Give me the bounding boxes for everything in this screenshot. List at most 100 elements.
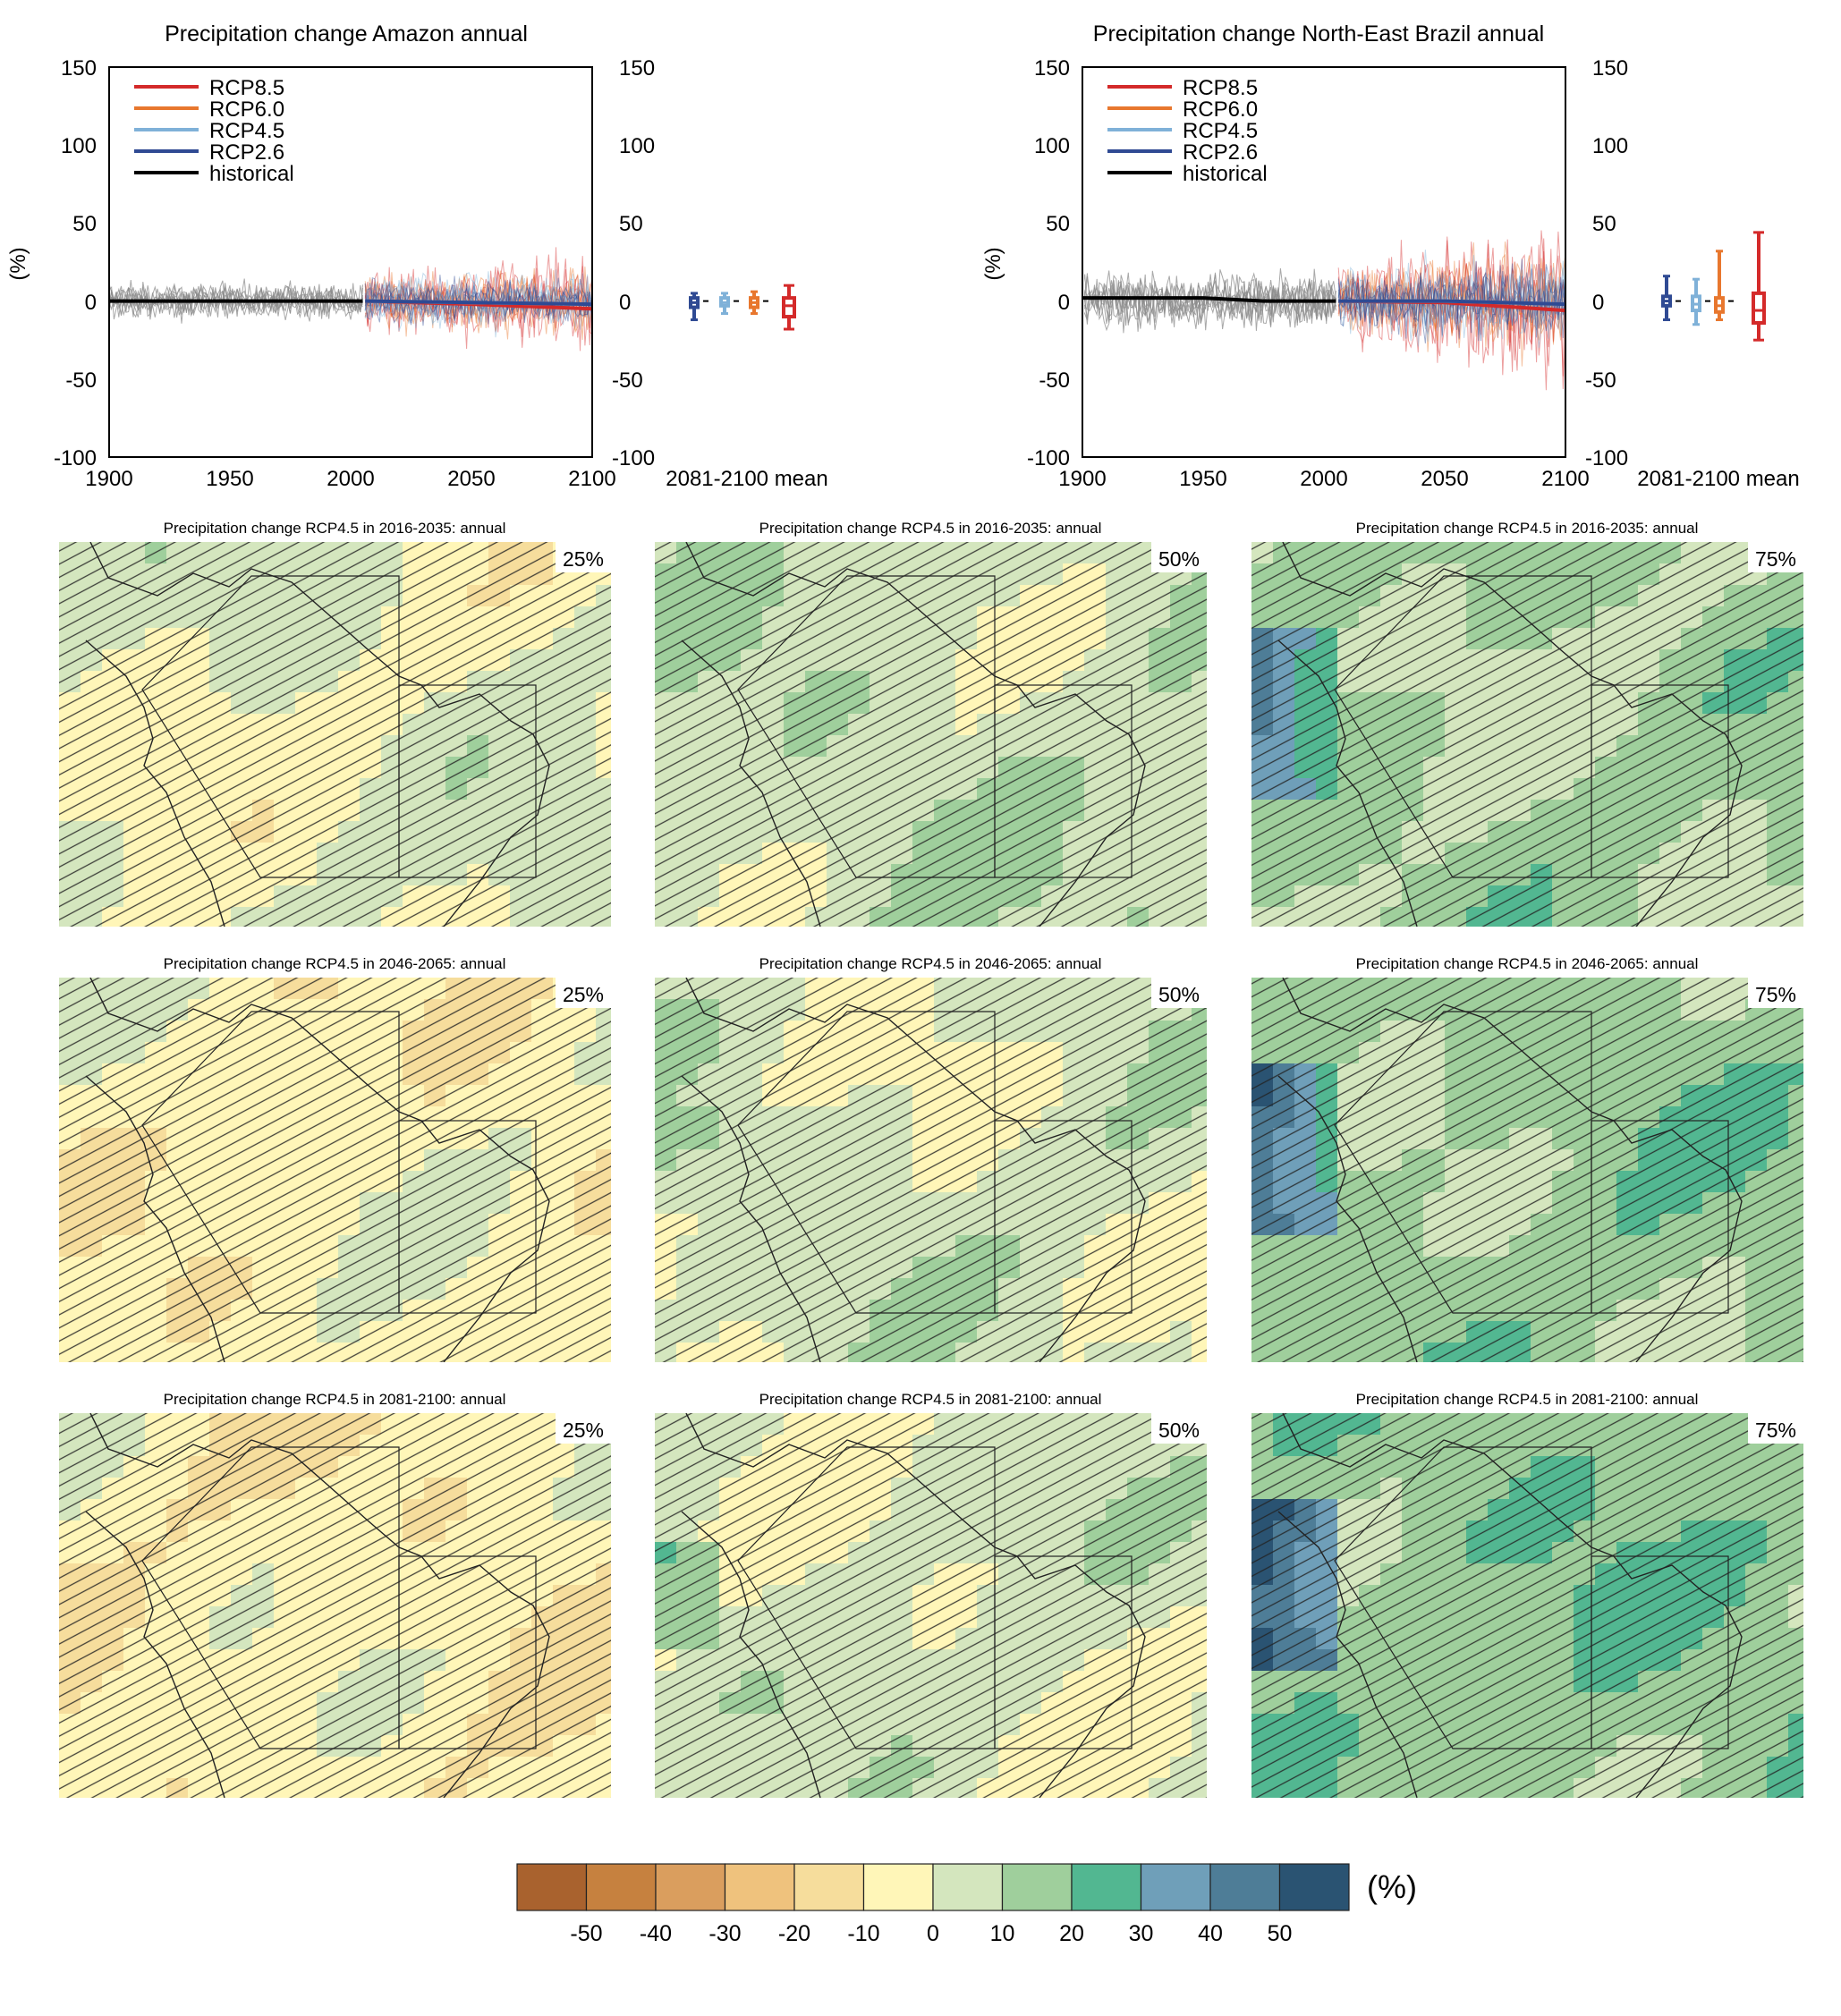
mean-line-historical: [1082, 296, 1336, 303]
rcp45-member-line: [364, 269, 592, 338]
significance-hatching: [655, 978, 1207, 1362]
coastline: [685, 1413, 1146, 1798]
region-box-northeast-brazil: [994, 1555, 1133, 1749]
y-tick: -100: [612, 446, 655, 470]
ts-title: Precipitation change Amazon annual: [165, 21, 528, 47]
percentile-label: 75%: [1755, 547, 1796, 571]
colorbar-tick-label: 0: [927, 1921, 939, 1946]
colorbar-swatch: [655, 1863, 726, 1911]
y-tick: -50: [1039, 368, 1070, 393]
x-tick: 2000: [1300, 467, 1347, 491]
region-box-amazon: [141, 1011, 400, 1314]
rcp26-member-line: [1337, 265, 1566, 339]
y-tick: -100: [1585, 446, 1628, 470]
coastline: [89, 542, 550, 927]
x-tick: 1900: [85, 467, 132, 491]
colorbar-swatch: [1278, 1863, 1350, 1911]
legend: RCP8.5 RCP6.0 RCP4.5 RCP2.6 historical: [134, 76, 294, 186]
colorbar-tick-label: 30: [1129, 1921, 1154, 1946]
rcp85-member-line: [1337, 238, 1566, 372]
y-tick: 100: [1592, 134, 1628, 158]
region-box-northeast-brazil: [1591, 1120, 1729, 1314]
y-tick: -50: [65, 368, 97, 393]
y-tick: 50: [1046, 212, 1070, 236]
percentile-label-bg: [1748, 542, 1803, 572]
legend-label: RCP4.5: [1183, 119, 1258, 143]
boxplot-label: 2081-2100 mean: [1637, 467, 1799, 491]
colorbar-tick-label: 20: [1059, 1921, 1084, 1946]
timeseries-panel-amazon: Precipitation change Amazon annual (%) 1…: [6, 21, 828, 491]
coastline: [1282, 542, 1743, 927]
map-title: Precipitation change RCP4.5 in 2016-2035…: [1356, 520, 1699, 537]
colorbar-swatch: [793, 1863, 865, 1911]
coastline: [685, 542, 1146, 927]
percentile-label: 25%: [563, 547, 604, 571]
colorbar-tick-label: 50: [1268, 1921, 1293, 1946]
boxplot-label: 2081-2100 mean: [666, 467, 827, 491]
colorbar-swatch: [1140, 1863, 1211, 1911]
rcp60-member-line: [364, 267, 592, 340]
y-tick: 0: [85, 291, 97, 315]
significance-hatching: [59, 542, 611, 927]
y-tick: 100: [61, 134, 97, 158]
ensemble-members: [1084, 230, 1566, 391]
boxplot-box: [1752, 291, 1766, 326]
colorbar-swatch: [1001, 1863, 1073, 1911]
region-box-amazon: [1334, 575, 1592, 878]
plot-frame: [108, 66, 593, 458]
y-tick: 0: [619, 291, 631, 315]
rcp45-member-line: [1337, 264, 1566, 342]
y-tick: 100: [619, 134, 655, 158]
map-title: Precipitation change RCP4.5 in 2081-2100…: [164, 1391, 506, 1408]
region-box-northeast-brazil: [398, 1120, 537, 1314]
region-box-amazon: [141, 575, 400, 878]
timeseries-panel-northeast-brazil: Precipitation change North-East Brazil a…: [981, 21, 1800, 491]
percentile-label-bg: [1151, 1413, 1207, 1444]
historical-member-line: [109, 280, 363, 320]
region-box-amazon: [1334, 1446, 1592, 1749]
rcp26-member-line: [364, 280, 592, 322]
map-title: Precipitation change RCP4.5 in 2081-2100…: [759, 1391, 1102, 1408]
y-tick: 50: [72, 212, 97, 236]
coastline: [85, 640, 225, 927]
x-tick: 1950: [206, 467, 253, 491]
boxplots: [1661, 231, 1766, 342]
ts-title: Precipitation change North-East Brazil a…: [1093, 21, 1544, 47]
legend-label: RCP8.5: [1183, 76, 1258, 100]
boxplot-box: [782, 296, 796, 319]
significance-hatching: [1251, 542, 1803, 927]
significance-hatching: [1251, 978, 1803, 1362]
rcp85-member-line: [1337, 230, 1566, 390]
y-axis-label: (%): [6, 247, 30, 280]
boxplots: [689, 284, 796, 331]
legend-label: RCP6.0: [209, 97, 284, 122]
map-title: Precipitation change RCP4.5 in 2046-2065…: [1356, 955, 1699, 972]
percentile-label-bg: [556, 542, 611, 572]
x-ticks: 1900 1950 2000 2050 2100: [1058, 467, 1589, 491]
x-tick: 1950: [1179, 467, 1226, 491]
boxplot-rcp60: [749, 290, 768, 316]
map-panel: 75%: [1251, 542, 1803, 927]
historical-member-line: [1084, 274, 1336, 330]
y-tick: 150: [619, 56, 655, 80]
rcp85-member-line: [364, 255, 592, 342]
map-title: Precipitation change RCP4.5 in 2046-2065…: [164, 955, 506, 972]
x-tick: 1900: [1058, 467, 1106, 491]
rcp85-member-line: [1337, 251, 1566, 368]
x-tick: 2050: [1421, 467, 1468, 491]
map-title: Precipitation change RCP4.5 in 2046-2065…: [759, 955, 1102, 972]
boxplot-rcp85: [782, 284, 796, 331]
y-tick: 0: [1592, 291, 1604, 315]
percentile-label: 50%: [1158, 547, 1200, 571]
map-panel: 50%: [655, 542, 1207, 927]
region-box-northeast-brazil: [994, 1120, 1133, 1314]
ensemble-means: [109, 299, 593, 311]
percentile-label: 25%: [563, 983, 604, 1006]
x-tick: 2000: [327, 467, 374, 491]
colorbar-tick-label: -40: [640, 1921, 672, 1946]
rcp60-member-line: [1337, 258, 1566, 352]
coastline: [89, 978, 550, 1362]
colorbar-swatch: [516, 1863, 588, 1911]
colorbar-tick-label: -30: [708, 1921, 741, 1946]
y-tick: 50: [619, 212, 643, 236]
